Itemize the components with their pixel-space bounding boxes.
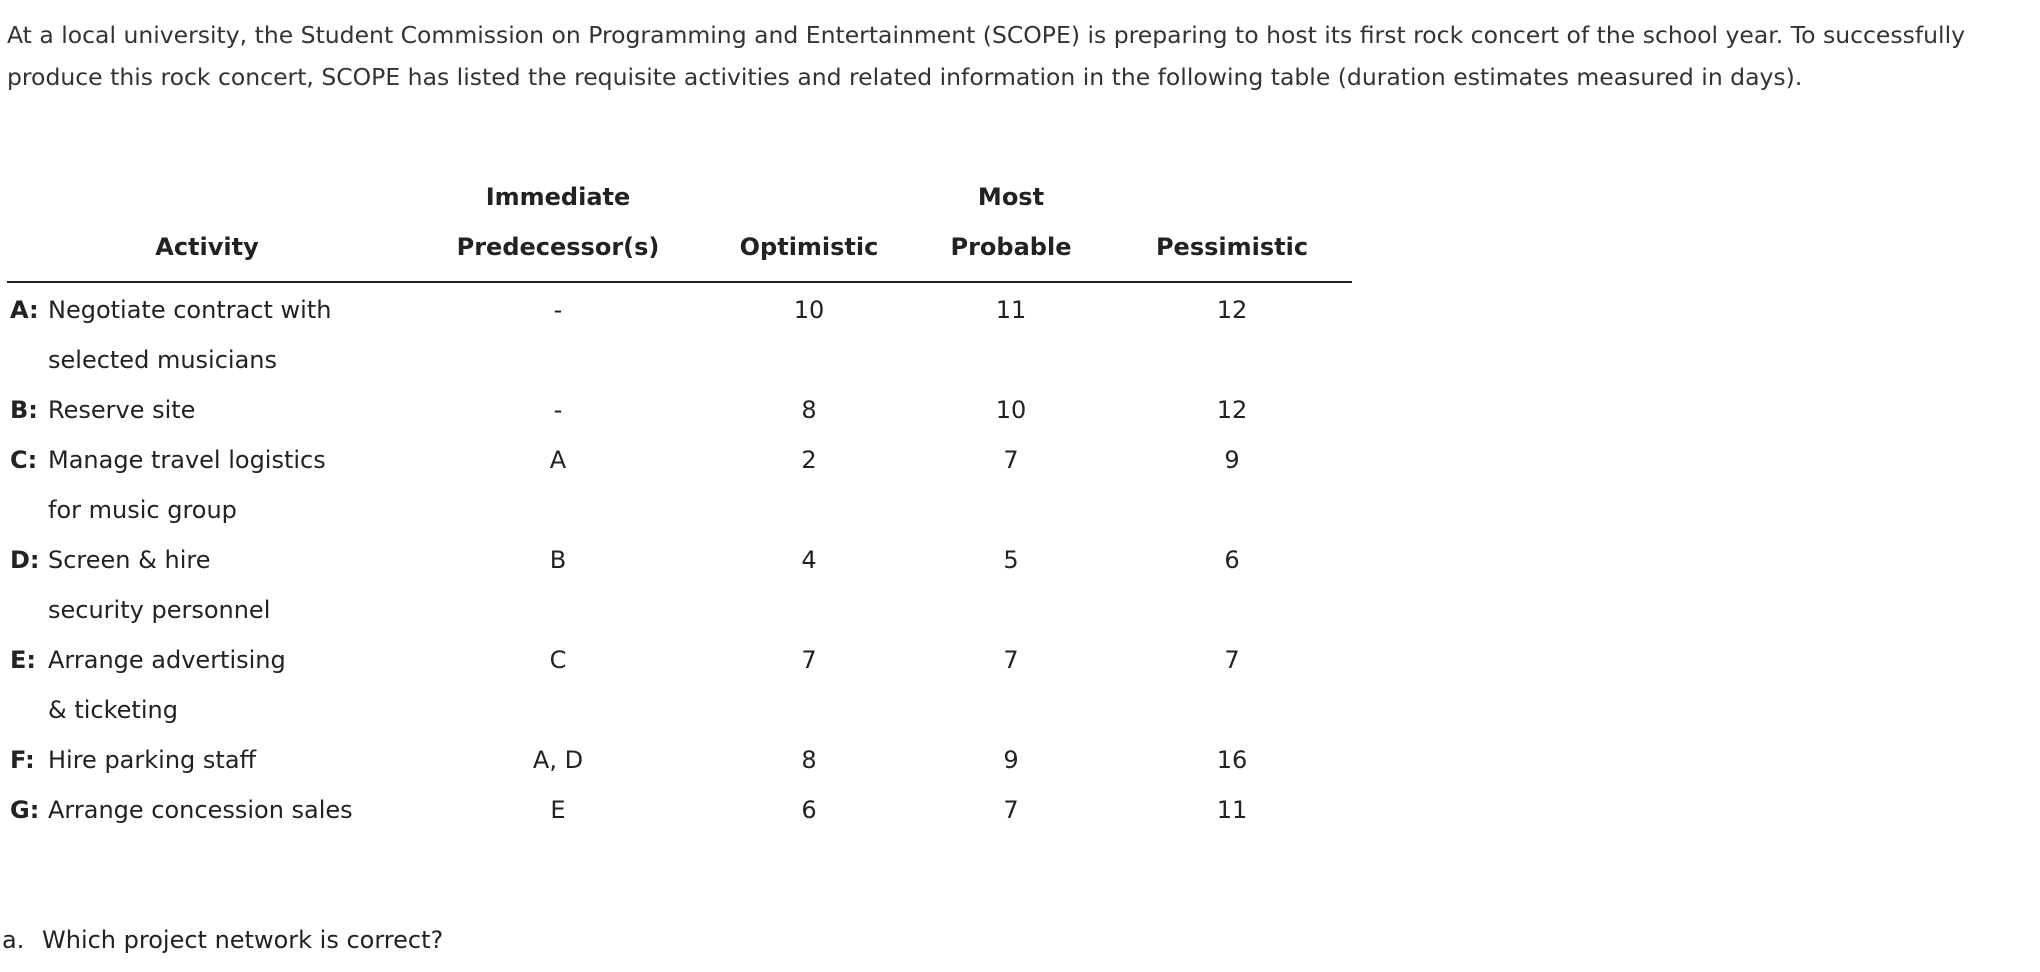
intro-text: At a local university, the Student Commi… bbox=[7, 21, 1966, 91]
predecessors: E bbox=[550, 796, 566, 824]
activity-text: Negotiate contract with bbox=[48, 296, 332, 324]
pessimistic: 11 bbox=[1216, 796, 1248, 824]
activity-text: Arrange advertising bbox=[48, 646, 286, 674]
activity-text: Screen & hire bbox=[48, 546, 211, 574]
activity-label: B: bbox=[10, 396, 38, 424]
most-probable: 7 bbox=[1003, 446, 1019, 474]
activity-text: Manage travel logistics bbox=[48, 446, 326, 474]
activity-label: A: bbox=[10, 296, 39, 324]
predecessors: B bbox=[549, 546, 567, 574]
activity-label: F: bbox=[10, 746, 35, 774]
activity-label: D: bbox=[10, 546, 40, 574]
column-header: Predecessor(s) bbox=[456, 233, 660, 261]
optimistic: 8 bbox=[801, 746, 817, 774]
pessimistic: 6 bbox=[1224, 546, 1240, 574]
column-header: Immediate bbox=[485, 183, 631, 211]
predecessors: A, D bbox=[532, 746, 584, 774]
most-probable: 9 bbox=[1003, 746, 1019, 774]
question-marker: a. bbox=[2, 926, 25, 954]
activity-text: selected musicians bbox=[48, 346, 277, 374]
activity-text: for music group bbox=[48, 496, 237, 524]
activity-label: C: bbox=[10, 446, 38, 474]
optimistic: 6 bbox=[801, 796, 817, 824]
activity-text: & ticketing bbox=[48, 696, 178, 724]
optimistic: 7 bbox=[801, 646, 817, 674]
predecessors: A bbox=[549, 446, 567, 474]
activity-label: E: bbox=[10, 646, 36, 674]
most-probable: 11 bbox=[995, 296, 1027, 324]
column-header: Most bbox=[977, 183, 1045, 211]
column-header: Activity bbox=[155, 233, 259, 261]
activity-text: Reserve site bbox=[48, 396, 196, 424]
most-probable: 7 bbox=[1003, 646, 1019, 674]
pessimistic: 9 bbox=[1224, 446, 1240, 474]
optimistic: 8 bbox=[801, 396, 817, 424]
header-rule bbox=[7, 281, 1352, 283]
most-probable: 5 bbox=[1003, 546, 1019, 574]
column-header: Probable bbox=[950, 233, 1072, 261]
most-probable: 7 bbox=[1003, 796, 1019, 824]
activity-text: Arrange concession sales bbox=[48, 796, 353, 824]
optimistic: 2 bbox=[801, 446, 817, 474]
column-header: Pessimistic bbox=[1155, 233, 1309, 261]
question-text: Which project network is correct? bbox=[42, 926, 444, 954]
predecessors: - bbox=[553, 396, 563, 424]
optimistic: 4 bbox=[801, 546, 817, 574]
pessimistic: 12 bbox=[1216, 396, 1248, 424]
most-probable: 10 bbox=[995, 396, 1027, 424]
activity-text: Hire parking staff bbox=[48, 746, 257, 774]
pessimistic: 16 bbox=[1216, 746, 1248, 774]
predecessors: C bbox=[549, 646, 567, 674]
optimistic: 10 bbox=[793, 296, 825, 324]
predecessors: - bbox=[553, 296, 563, 324]
activity-text: security personnel bbox=[48, 596, 271, 624]
activity-label: G: bbox=[10, 796, 40, 824]
pessimistic: 12 bbox=[1216, 296, 1248, 324]
column-header: Optimistic bbox=[739, 233, 879, 261]
pessimistic: 7 bbox=[1224, 646, 1240, 674]
